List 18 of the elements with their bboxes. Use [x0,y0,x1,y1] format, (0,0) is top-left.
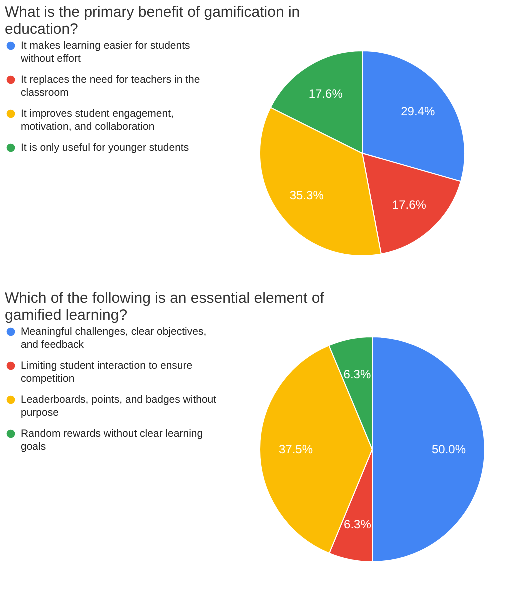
legend-label: Leaderboards, points, and badges without purpose [21,394,217,419]
legend-label: Meaningful challenges, clear objectives, and feedback [21,326,207,351]
data-label: 6.3% [344,518,372,532]
legend-label: It makes learning easier for students without effort [20,40,190,65]
data-label: 35.3% [290,188,324,202]
chart-title: Which of the following is an essential element of gamified learning? [5,290,326,324]
legend-label: Random rewards without clear learning goals [21,428,204,453]
data-label: 50.0% [432,442,466,456]
data-label: 6.3% [344,367,372,382]
legend-label: Limiting student interaction to ensure competition [21,360,193,385]
data-label: 17.6% [308,87,344,102]
data-label: 17.6% [392,198,427,212]
chart-title: What is the primary benefit of gamification in education? [5,4,300,38]
legend-label: It is only useful for younger students [21,142,190,154]
data-label: 37.5% [278,442,314,457]
legend-label: It improves student engagement, motivation, and collaboration [21,108,174,133]
legend-label: It replaces the need for teachers in the classroom [21,74,200,99]
data-label: 29.4% [401,104,436,119]
